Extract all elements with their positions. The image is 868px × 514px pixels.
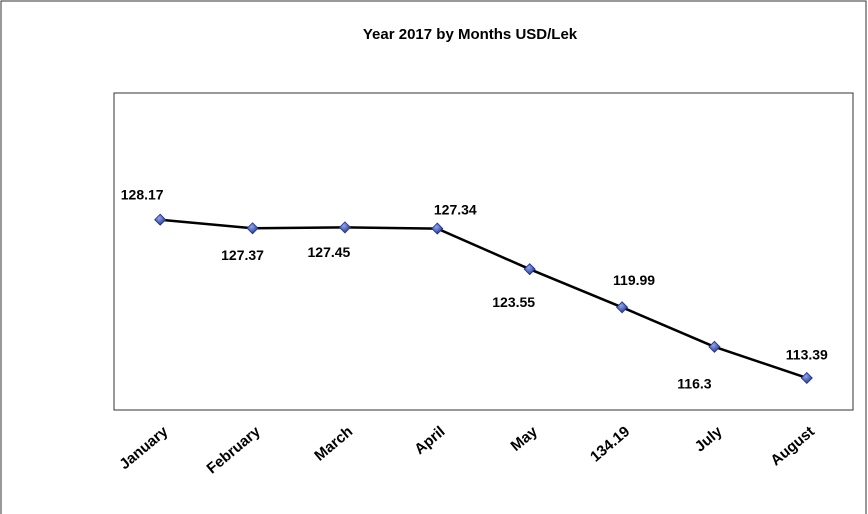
data-label: 127.34 <box>434 201 477 217</box>
data-label: 116.3 <box>677 376 711 392</box>
plot-area <box>113 92 854 411</box>
marker <box>800 371 813 385</box>
marker <box>154 213 167 226</box>
data-label: 127.37 <box>221 247 264 263</box>
marker <box>246 222 259 235</box>
data-label: 119.99 <box>613 272 655 288</box>
data-label: 113.39 <box>786 347 828 363</box>
marker <box>708 340 721 353</box>
data-label: 127.45 <box>308 244 351 260</box>
marker <box>338 221 352 234</box>
marker <box>523 263 536 276</box>
marker <box>431 222 444 235</box>
data-label: 128.17 <box>121 186 164 202</box>
data-label: 123.55 <box>492 294 535 310</box>
line <box>160 218 808 380</box>
chart-title: Year 2017 by Months USD/Lek <box>363 26 578 43</box>
marker <box>615 301 629 314</box>
